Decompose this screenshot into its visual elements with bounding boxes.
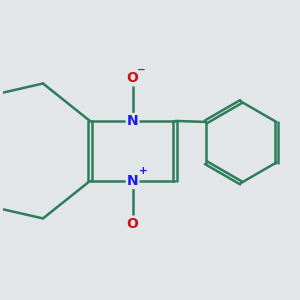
Text: +: + [139, 166, 148, 176]
Text: N: N [127, 114, 138, 128]
Text: O: O [127, 71, 139, 85]
Text: O: O [127, 217, 139, 231]
Text: −: − [137, 65, 146, 75]
Text: N: N [127, 174, 138, 188]
